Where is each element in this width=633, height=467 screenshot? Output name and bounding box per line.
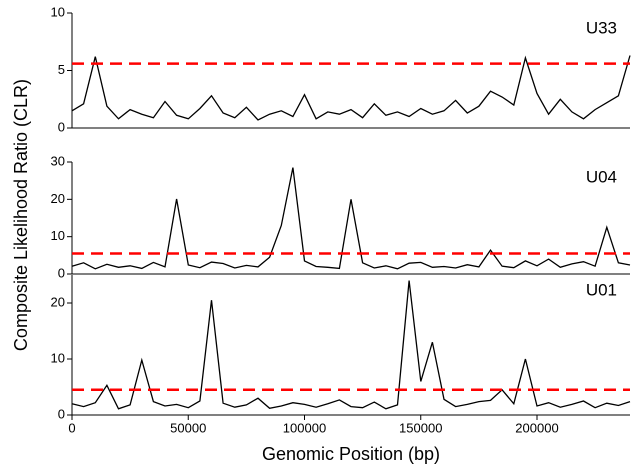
y-tick-label: 20 — [51, 294, 65, 309]
x-tick-label: 0 — [68, 420, 75, 435]
x-tick-label: 200000 — [515, 420, 558, 435]
y-tick-label: 10 — [51, 4, 65, 19]
y-axis-label: Composite Likelihood Ratio (CLR) — [11, 79, 31, 351]
clr-line — [71, 167, 631, 270]
x-tick-label: 100000 — [283, 420, 326, 435]
y-tick-label: 20 — [51, 191, 65, 206]
clr-line — [71, 280, 631, 410]
y-tick-label: 10 — [51, 350, 65, 365]
x-axis-label: Genomic Position (bp) — [262, 444, 440, 464]
y-tick-label: 0 — [58, 265, 65, 280]
y-tick-label: 0 — [58, 119, 65, 134]
y-tick-label: 0 — [58, 406, 65, 421]
y-tick-label: 10 — [51, 228, 65, 243]
clr-line — [71, 55, 631, 121]
panel-label: U04 — [586, 167, 617, 186]
panel-label: U01 — [586, 280, 617, 299]
y-tick-label: 5 — [58, 62, 65, 77]
panel-label: U33 — [586, 18, 617, 37]
x-tick-label: 150000 — [399, 420, 442, 435]
x-tick-label: 50000 — [170, 420, 206, 435]
y-tick-label: 30 — [51, 153, 65, 168]
